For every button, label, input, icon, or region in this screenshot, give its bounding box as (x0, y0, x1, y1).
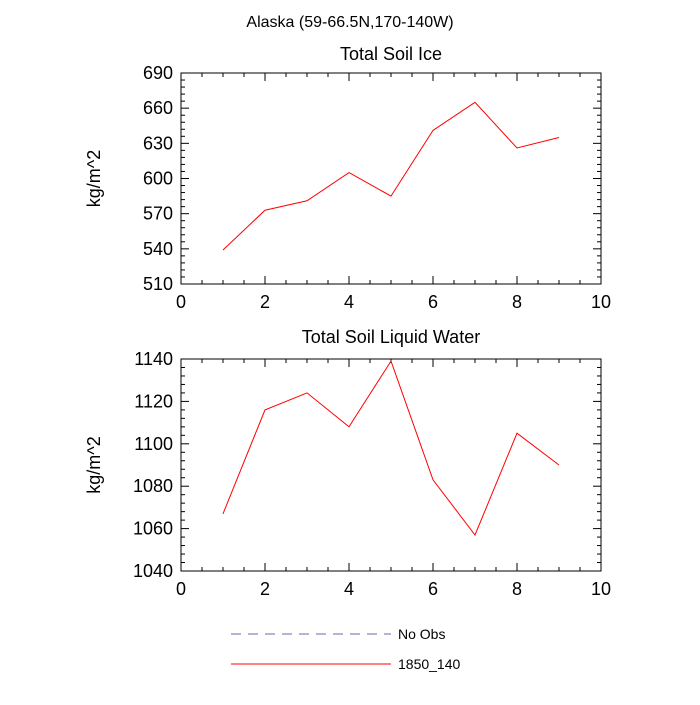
x-tick-label-soil-ice: 4 (344, 292, 354, 312)
y-tick-label-soil-liquid-water: 1120 (134, 391, 173, 411)
x-tick-label-soil-ice: 10 (591, 292, 611, 312)
x-tick-label-soil-liquid-water: 10 (591, 579, 611, 599)
y-tick-label-soil-liquid-water: 1040 (133, 561, 173, 581)
legend-label-1850-140: 1850_140 (398, 656, 461, 672)
x-tick-label-soil-liquid-water: 0 (176, 579, 186, 599)
x-tick-label-soil-liquid-water: 8 (512, 579, 522, 599)
x-tick-label-soil-ice: 8 (512, 292, 522, 312)
series-line-soil-liquid-water (222, 359, 560, 536)
chart-title-soil-ice: Total Soil Ice (340, 44, 442, 64)
y-tick-label-soil-liquid-water: 1140 (134, 349, 173, 369)
y-tick-label-soil-ice: 660 (143, 98, 173, 118)
y-tick-label-soil-ice: 630 (143, 133, 173, 153)
y-tick-label-soil-ice: 540 (143, 239, 173, 259)
y-tick-label-soil-liquid-water: 1060 (133, 519, 173, 539)
y-tick-label-soil-liquid-water: 1080 (133, 476, 173, 496)
x-tick-label-soil-ice: 2 (260, 292, 270, 312)
x-tick-label-soil-ice: 0 (176, 292, 186, 312)
y-tick-label-soil-liquid-water: 1100 (134, 434, 173, 454)
x-tick-label-soil-ice: 6 (428, 292, 438, 312)
x-tick-label-soil-liquid-water: 4 (344, 579, 354, 599)
y-axis-label-soil-liquid-water: kg/m^2 (84, 436, 104, 493)
legend-label-no-obs: No Obs (398, 626, 445, 642)
legend: No Obs 1850_140 (231, 626, 461, 672)
plot-frame-soil-ice (180, 72, 602, 285)
figure-title: Alaska (59-66.5N,170-140W) (246, 14, 453, 31)
chart-panel-soil-liquid-water: Total Soil Liquid Water kg/m^2 0 2 4 6 8 10 1040… (84, 327, 611, 599)
plot-frame-soil-liquid-water (180, 358, 602, 572)
y-tick-label-soil-ice: 690 (143, 63, 173, 83)
chart-panel-soil-ice: Total Soil Ice kg/m^2 0 2 4 6 8 10 510 540 570 600 6… (84, 44, 611, 312)
x-tick-label-soil-liquid-water: 6 (428, 579, 438, 599)
chart-title-soil-liquid-water: Total Soil Liquid Water (302, 327, 480, 347)
x-tick-label-soil-liquid-water: 2 (260, 579, 270, 599)
series-line-soil-ice (222, 101, 560, 251)
y-tick-label-soil-ice: 600 (143, 169, 173, 189)
y-axis-label-soil-ice: kg/m^2 (84, 150, 104, 207)
y-tick-label-soil-ice: 510 (143, 274, 173, 294)
y-tick-label-soil-ice: 570 (143, 204, 173, 224)
